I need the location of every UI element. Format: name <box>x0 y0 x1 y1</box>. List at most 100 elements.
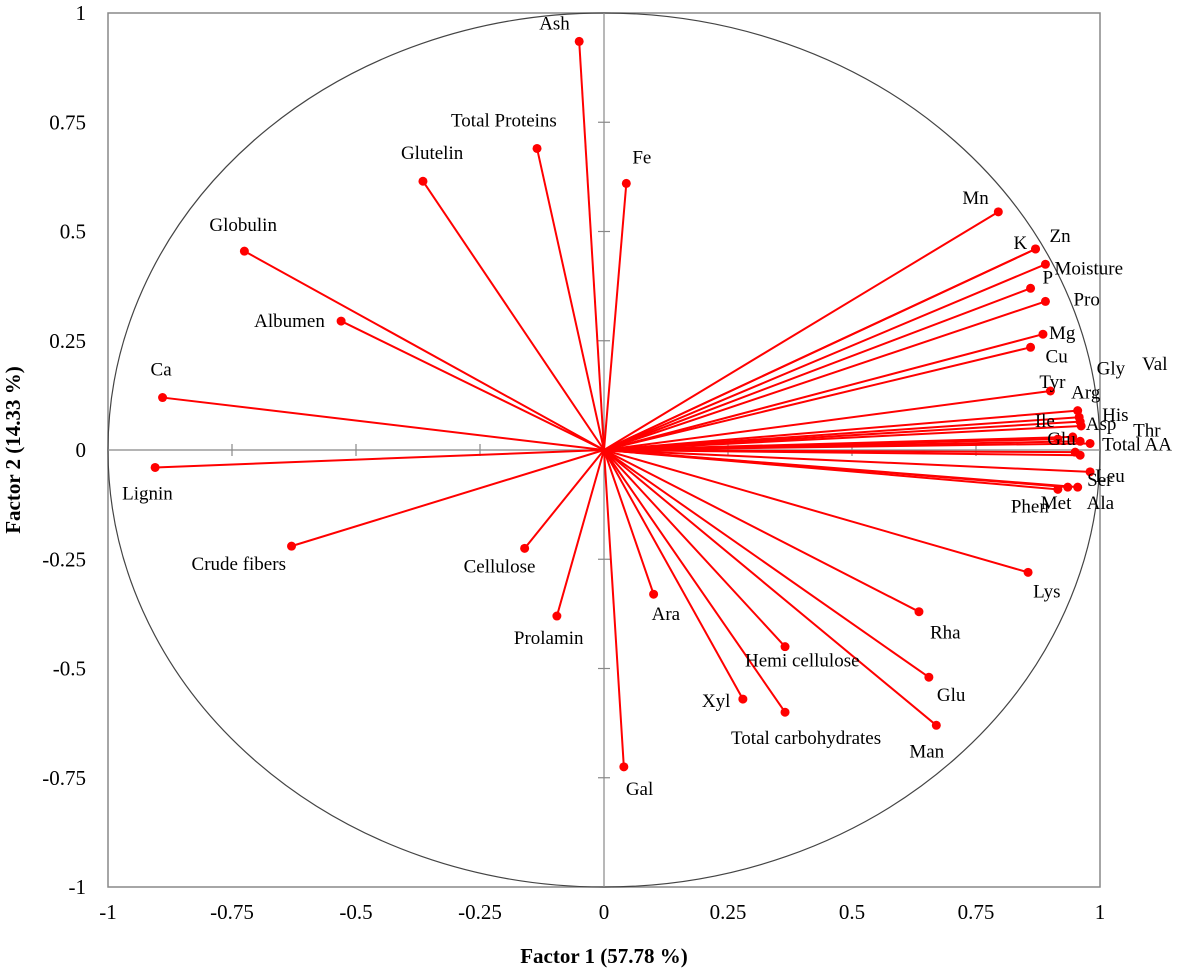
vector-glu <box>603 449 930 679</box>
vector-cu <box>603 346 1031 451</box>
label-val: Val <box>1142 354 1167 375</box>
label-mg: Mg <box>1049 323 1076 344</box>
label-ala: Ala <box>1087 493 1115 514</box>
vector-mn <box>603 210 999 451</box>
vector-crude-fibers <box>291 449 605 548</box>
point-ash <box>574 36 584 46</box>
vector-moisture <box>603 263 1046 451</box>
label-prolamin: Prolamin <box>514 628 584 649</box>
point-ca <box>158 393 168 403</box>
vector-p <box>603 287 1031 451</box>
point-hemi-cellulose <box>780 642 790 652</box>
vector-gly <box>603 409 1078 451</box>
point-albumen <box>336 316 346 326</box>
point-fe <box>621 178 631 188</box>
vector-ca <box>162 396 605 451</box>
label-hemi-cellulose: Hemi cellulose <box>745 651 860 672</box>
vector-lignin <box>155 449 605 469</box>
y-tick-label: -1 <box>69 875 87 899</box>
label-total-aa: Total AA <box>1102 434 1172 455</box>
point-total-aa <box>1085 438 1095 448</box>
point-p <box>1026 283 1036 293</box>
label-met: Met <box>1041 493 1072 514</box>
x-tick-label: -0.25 <box>458 900 502 924</box>
point-prolamin <box>552 611 562 621</box>
y-tick-label: 1 <box>76 1 87 25</box>
vector-albumen <box>340 320 605 451</box>
y-tick-label: 0.75 <box>49 110 86 134</box>
label-lignin: Lignin <box>122 483 173 504</box>
point-cellulose <box>520 543 530 553</box>
x-tick-label: -0.5 <box>339 900 372 924</box>
label-his: His <box>1102 405 1128 426</box>
point-rha <box>914 607 924 617</box>
y-tick-label: 0.5 <box>60 220 86 244</box>
vector-prolamin <box>555 449 605 617</box>
vector-mg <box>603 333 1044 451</box>
vector-gal <box>603 449 625 767</box>
vector-fe <box>603 183 628 451</box>
label-ser: Ser <box>1087 470 1113 491</box>
point-tyr <box>1045 386 1055 396</box>
x-tick-label: -0.75 <box>210 900 254 924</box>
vector-cellulose <box>523 449 605 549</box>
label-lys: Lys <box>1033 581 1060 602</box>
label-phen: Phen <box>1011 496 1050 517</box>
point-cu <box>1026 342 1036 352</box>
label-man: Man <box>909 741 944 762</box>
label-total-proteins: Total Proteins <box>451 110 557 131</box>
vector-total-carbohydrates <box>603 449 786 713</box>
x-tick-label: 0.25 <box>710 900 747 924</box>
point-his <box>1076 421 1086 431</box>
point-mn <box>993 207 1003 217</box>
x-tick-label: 0.5 <box>839 900 865 924</box>
x-tick-label: -1 <box>99 900 117 924</box>
label-gal: Gal <box>626 779 653 800</box>
point-k <box>1031 244 1041 254</box>
point-leu <box>1075 450 1085 460</box>
point-lignin <box>150 462 160 472</box>
point-lys <box>1023 567 1033 577</box>
label-gly: Gly <box>1097 359 1126 380</box>
label-ca: Ca <box>151 360 173 381</box>
point-xyl <box>738 694 748 704</box>
axis-ticks <box>231 121 977 779</box>
point-crude-fibers <box>287 541 297 551</box>
vector-ash <box>578 41 605 451</box>
label-p: P <box>1043 267 1054 288</box>
x-tick-label: 0 <box>599 900 610 924</box>
point-asp <box>1068 432 1078 442</box>
point-glu <box>924 672 934 682</box>
label-leu: Leu <box>1095 466 1125 487</box>
vector-ser <box>603 449 1091 473</box>
label-glu: Glu <box>1047 429 1076 450</box>
vector-lys <box>603 449 1029 574</box>
vector-ara <box>603 449 655 595</box>
y-tick-label: 0.25 <box>49 329 86 353</box>
y-tick-label: -0.25 <box>42 547 86 571</box>
point-mg <box>1038 329 1048 339</box>
y-tick-label: -0.75 <box>42 766 86 790</box>
label-tyr: Tyr <box>1039 372 1066 393</box>
label-thr: Thr <box>1133 420 1161 441</box>
label-globulin: Globulin <box>209 215 277 236</box>
label-rha: Rha <box>930 623 961 644</box>
vector-leu <box>603 449 1081 457</box>
vector-xyl <box>603 449 744 700</box>
label-glu: Glu <box>937 685 966 706</box>
point-globulin <box>239 246 249 256</box>
vector-globulin <box>243 250 605 451</box>
label-mn: Mn <box>962 188 989 209</box>
label-zn: Zn <box>1050 226 1072 247</box>
point-man <box>931 720 941 730</box>
vector-ala <box>603 449 1078 489</box>
vector-his <box>603 424 1082 451</box>
label-ara: Ara <box>652 604 681 625</box>
vector-tyr <box>603 390 1051 451</box>
vector-man <box>603 449 937 727</box>
label-k: K <box>1014 233 1028 254</box>
vector-hemi-cellulose <box>603 449 786 648</box>
vector-rha <box>603 449 920 613</box>
label-pro: Pro <box>1073 289 1099 310</box>
vector-k <box>603 248 1036 451</box>
